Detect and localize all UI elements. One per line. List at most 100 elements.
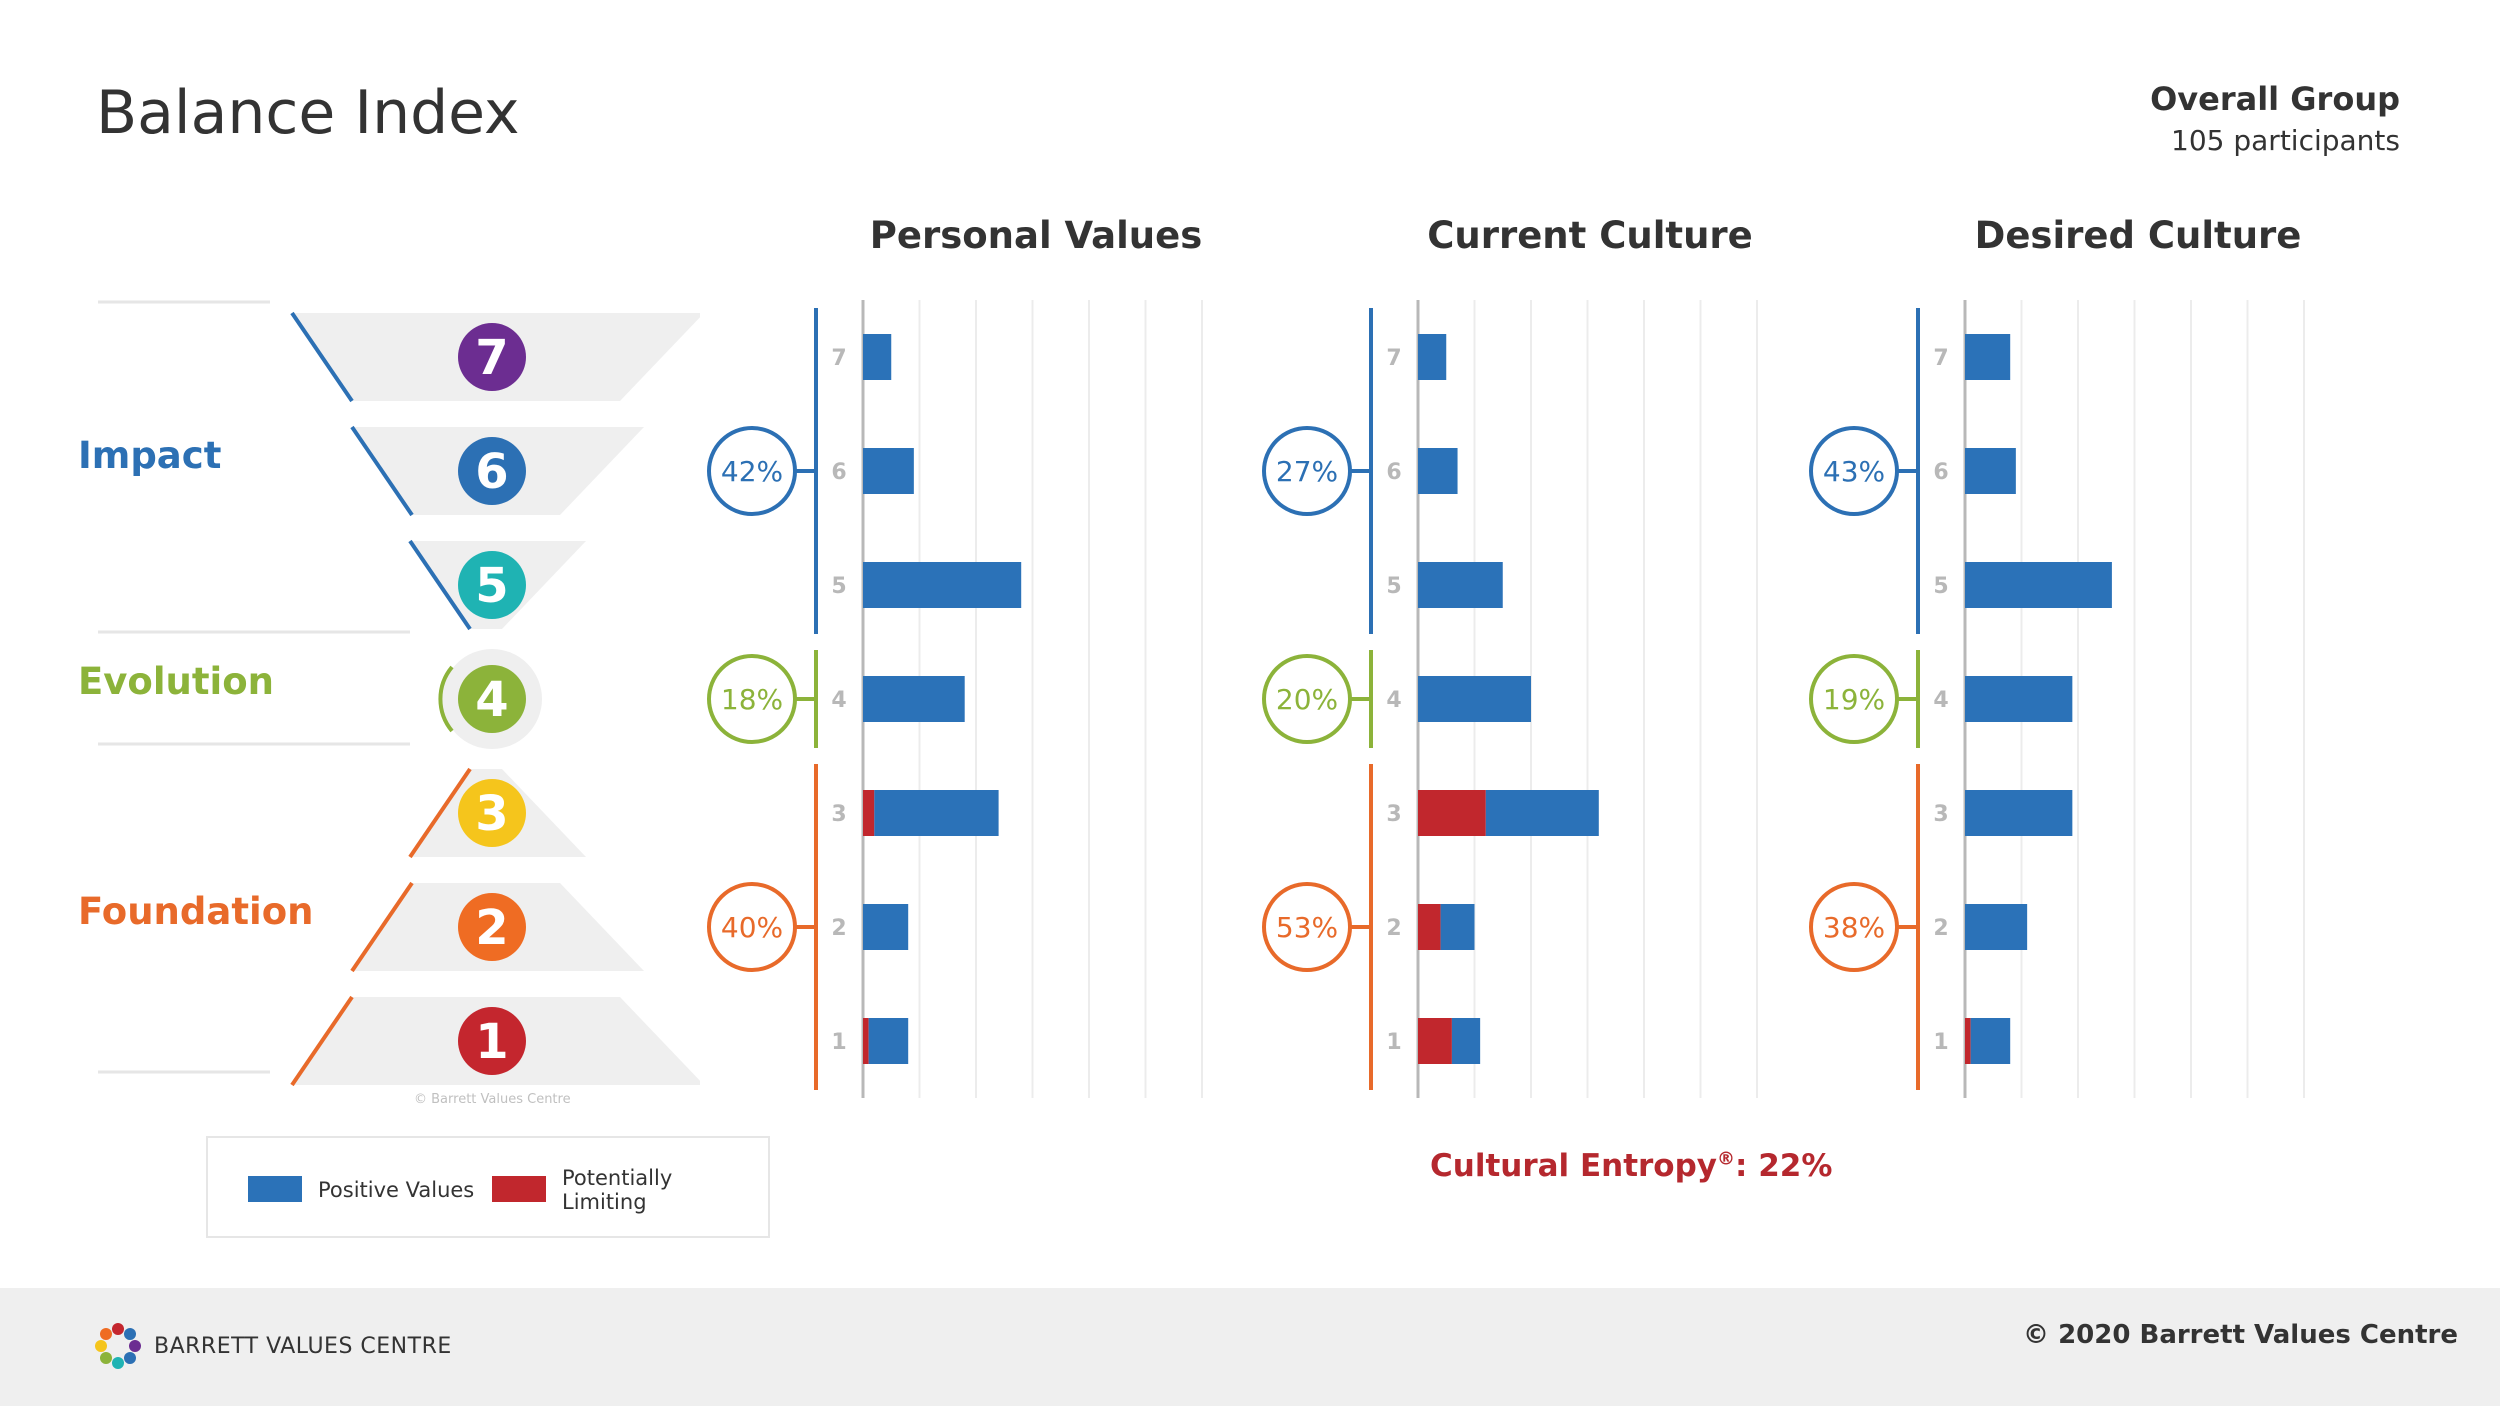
group-circle-impact: [1809, 426, 1899, 516]
bar-positive-level-3: [1485, 790, 1599, 836]
group-circle-evolution: [1809, 654, 1899, 744]
logo-dot: [112, 1323, 124, 1335]
chart-desired-culture: 7 6 5 4 3 2 1 20% 40% 60% 43% 19% 38%: [1809, 300, 2331, 1110]
level-group-foundation: Foundation: [78, 890, 314, 933]
category-label-level-4: 4: [1933, 688, 1948, 713]
logo-dot: [100, 1352, 112, 1364]
category-label-level-6: 6: [1386, 460, 1401, 485]
funnel-copyright: © Barrett Values Centre: [414, 1092, 571, 1107]
funnel-edge-level-4: [438, 665, 454, 733]
category-label-level-6: 6: [1933, 460, 1948, 485]
category-label-level-2: 2: [831, 916, 846, 941]
category-label-level-1: 1: [831, 1030, 846, 1055]
participant-count: 105 participants: [2171, 124, 2400, 157]
level-badge-number-6: 6: [475, 444, 508, 500]
group-percent-evolution: 19%: [1823, 683, 1885, 716]
category-label-level-1: 1: [1386, 1030, 1401, 1055]
legend: Positive Values Potentially Limiting: [206, 1136, 770, 1238]
level-badge-number-7: 7: [475, 330, 508, 386]
bar-positive-level-1: [1970, 1018, 2011, 1064]
legend-label-positive: Positive Values: [318, 1178, 475, 1202]
x-tick-label: 40%: [1063, 1109, 1116, 1110]
level-badge-2: [458, 893, 526, 961]
bar-positive-level-7: [863, 334, 892, 380]
x-tick-label: 40%: [2165, 1109, 2218, 1110]
bar-positive-level-4: [1418, 676, 1531, 722]
category-label-level-2: 2: [1933, 916, 1948, 941]
category-label-level-2: 2: [1386, 916, 1401, 941]
level-badge-number-2: 2: [475, 900, 508, 956]
logo-dot: [112, 1357, 124, 1369]
category-label-level-7: 7: [1933, 346, 1948, 371]
chart-current-culture: 7 6 5 4 3 2 1 20% 40% 60% 27% 20% 53%: [1262, 300, 1783, 1110]
funnel-edge-level-6: [350, 425, 414, 517]
group-title: Overall Group: [2150, 80, 2400, 118]
level-badge-number-3: 3: [475, 786, 508, 842]
logo-dot: [124, 1328, 136, 1340]
group-circle-evolution: [1262, 654, 1352, 744]
level-funnel: 7 6 5 4 3 2 1: [98, 300, 700, 1087]
bar-positive-level-3: [874, 790, 999, 836]
legend-label-limiting-2: Limiting: [562, 1190, 647, 1214]
bar-positive-level-7: [1418, 334, 1447, 380]
group-percent-foundation: 40%: [721, 911, 783, 944]
category-label-level-1: 1: [1933, 1030, 1948, 1055]
entropy-value: : 22%: [1735, 1148, 1833, 1184]
group-percent-evolution: 20%: [1276, 683, 1338, 716]
bar-positive-level-5: [1418, 562, 1503, 608]
category-label-level-4: 4: [1386, 688, 1401, 713]
bar-limiting-level-3: [863, 790, 875, 836]
bar-positive-level-7: [1965, 334, 2011, 380]
group-percent-evolution: 18%: [721, 683, 783, 716]
x-tick-label: 20%: [950, 1109, 1003, 1110]
bar-limiting-level-1: [1965, 1018, 1971, 1064]
footer-brand: BARRETT VALUES CENTRE: [154, 1334, 452, 1359]
entropy-registered-mark: ®: [1717, 1148, 1736, 1170]
x-tick-label: 60%: [2278, 1109, 2331, 1110]
footer: BARRETT VALUES CENTRE © 2020 Barrett Val…: [0, 1288, 2500, 1406]
group-circle-foundation: [1809, 882, 1899, 972]
page-title: Balance Index: [96, 78, 520, 148]
group-percent-impact: 43%: [1823, 455, 1885, 488]
bar-positive-level-6: [1418, 448, 1458, 494]
category-label-level-7: 7: [831, 346, 846, 371]
level-badge-number-1: 1: [475, 1014, 508, 1070]
level-badge-6: [458, 437, 526, 505]
entropy-label: Cultural Entropy: [1430, 1148, 1718, 1184]
level-badge-7: [458, 323, 526, 391]
category-label-level-6: 6: [831, 460, 846, 485]
level-badge-number-5: 5: [475, 558, 508, 614]
logo-dot: [100, 1328, 112, 1340]
bar-positive-level-2: [1965, 904, 2028, 950]
footer-copyright: © 2020 Barrett Values Centre: [2023, 1320, 2458, 1350]
group-percent-foundation: 53%: [1276, 911, 1338, 944]
group-circle-impact: [707, 426, 797, 516]
group-circle-foundation: [707, 882, 797, 972]
legend-swatch-limiting: [492, 1176, 546, 1202]
group-percent-impact: 42%: [721, 455, 783, 488]
category-label-level-3: 3: [831, 802, 846, 827]
funnel-edge-level-1: [290, 995, 354, 1087]
bar-positive-level-5: [863, 562, 1022, 608]
bar-limiting-level-1: [1418, 1018, 1452, 1064]
cultural-entropy: Cultural Entropy®: 22%: [1430, 1148, 1832, 1184]
level-badge-1: [458, 1007, 526, 1075]
bar-limiting-level-1: [863, 1018, 869, 1064]
chart-title-desired: Desired Culture: [1974, 214, 2302, 257]
bar-positive-level-1: [868, 1018, 909, 1064]
bar-limiting-level-3: [1418, 790, 1486, 836]
level-group-impact: Impact: [78, 434, 222, 477]
level-badge-number-4: 4: [475, 672, 508, 728]
bar-limiting-level-2: [1418, 904, 1441, 950]
chart-personal-values: 7 6 5 4 3 2 1 20% 40% 60% 42% 18% 40%: [707, 300, 1228, 1110]
category-label-level-3: 3: [1386, 802, 1401, 827]
category-label-level-5: 5: [1386, 574, 1401, 599]
bar-positive-level-5: [1965, 562, 2112, 608]
funnel-edge-level-3: [408, 767, 472, 859]
legend-swatch-positive: [248, 1176, 302, 1202]
level-badge-3: [458, 779, 526, 847]
bar-positive-level-1: [1451, 1018, 1481, 1064]
bar-positive-level-3: [1965, 790, 2073, 836]
group-percent-impact: 27%: [1276, 455, 1338, 488]
group-circle-evolution: [707, 654, 797, 744]
